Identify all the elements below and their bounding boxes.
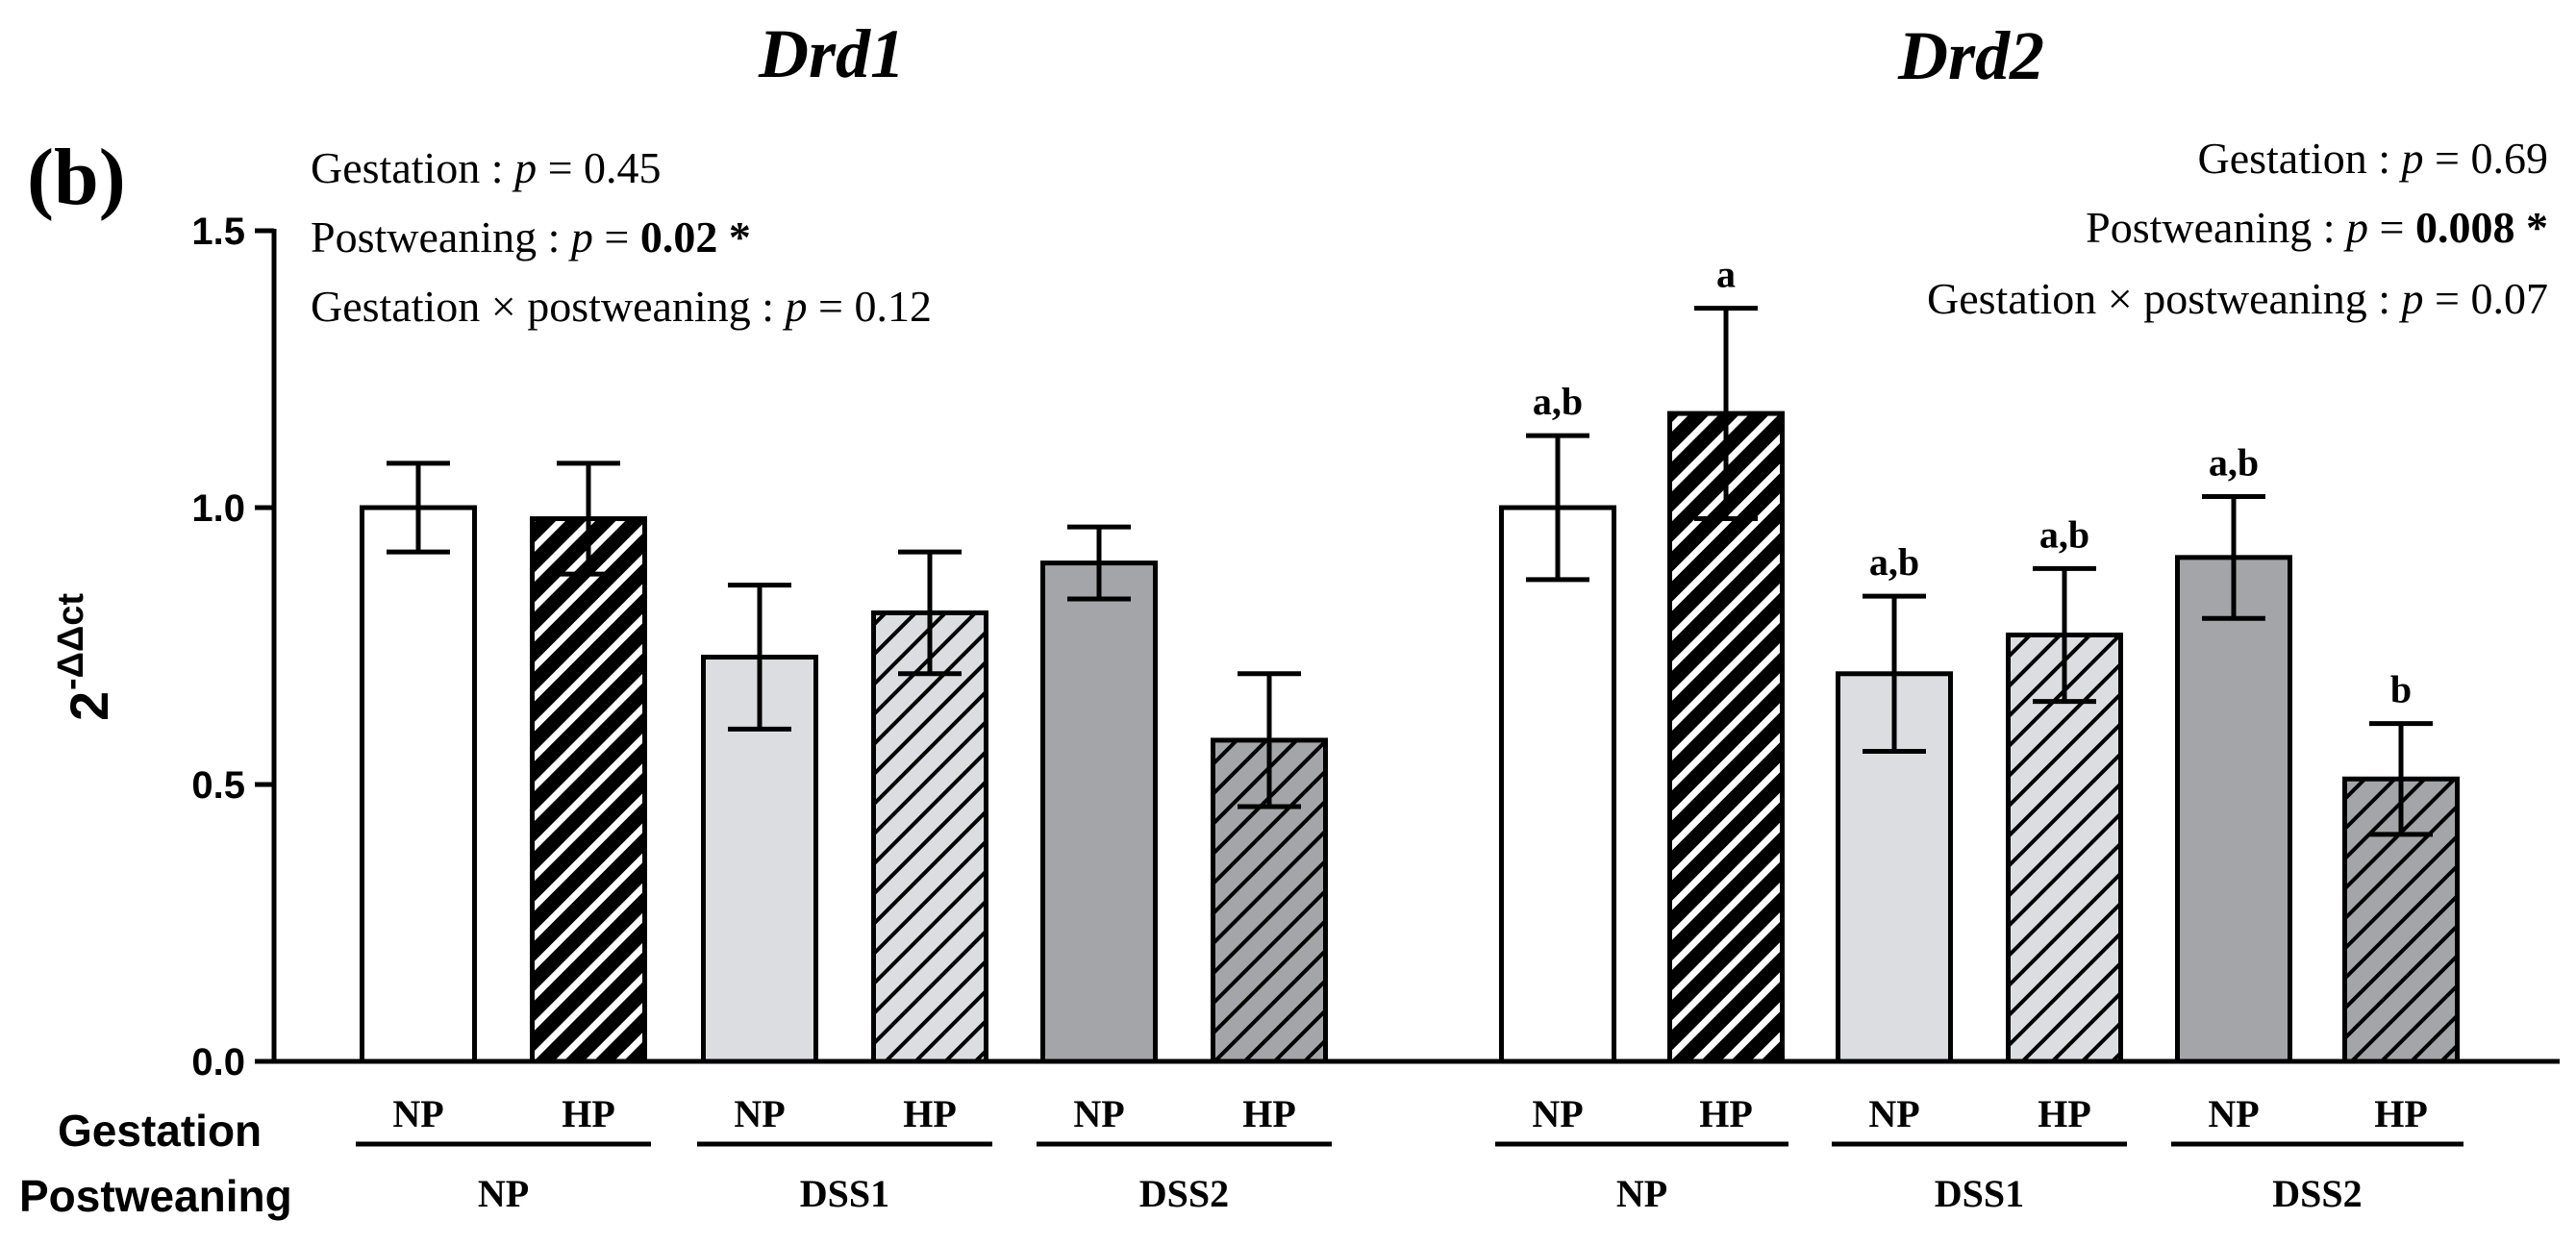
postweaning-label-dss2: DSS2 (2272, 1172, 2362, 1215)
drd1-stat-interaction: Gestation × postweaning : p = 0.12 (311, 282, 932, 331)
drd1-bar-np-np (360, 505, 477, 1064)
gestation-label-np: NP (1532, 1092, 1583, 1135)
drd1-stat-postweaning: Postweaning : p = 0.02 * (311, 212, 751, 261)
panel-label: (b) (27, 133, 126, 222)
postweaning-label-np: NP (478, 1172, 529, 1215)
gestation-label-hp: HP (1242, 1092, 1296, 1135)
drd1-stat-postweaning-label: Postweaning : (311, 212, 571, 261)
drd2-stat-postweaning-label: Postweaning : (2086, 203, 2346, 252)
drd1-stat-interaction-p: p (783, 282, 808, 331)
drd2-stat-interaction: Gestation × postweaning : p = 0.07 (1927, 274, 2548, 323)
drd2-stat-postweaning: Postweaning : p = 0.008 * (2086, 203, 2548, 252)
row-label-postweaning: Postweaning (19, 1171, 292, 1221)
drd2-stat-interaction-label: Gestation × postweaning : (1927, 274, 2402, 323)
drd2-stat-postweaning-value: 0.008 (2415, 203, 2515, 252)
drd2-stat-gestation-eq: = (2424, 134, 2471, 183)
drd2-bar-hp-dss1 (2006, 632, 2123, 1064)
drd2-significance-letter: a (1716, 253, 1736, 296)
gestation-label-hp: HP (562, 1092, 615, 1135)
drd1-stat-postweaning-eq: = (593, 212, 640, 261)
postweaning-label-np: NP (1616, 1172, 1667, 1215)
gestation-label-hp: HP (903, 1092, 957, 1135)
drd2-stat-postweaning-star: * (2515, 203, 2549, 252)
gestation-label-hp: HP (2374, 1092, 2428, 1135)
row-label-gestation: Gestation (58, 1106, 262, 1156)
bars-layer: a,b a a,b a,b a,b b (360, 253, 2460, 1064)
y-ticks: 0.0 0.5 1.0 1.5 (191, 211, 274, 1083)
y-tick-label: 0.5 (191, 764, 245, 807)
drd1-stat-gestation-eq: = (537, 143, 584, 192)
y-tick-label: 0.0 (191, 1041, 245, 1083)
drd1-stat-interaction-eq: = (808, 282, 855, 331)
drd1-stat-postweaning-p: p (568, 212, 593, 261)
gestation-label-np: NP (1073, 1092, 1124, 1135)
drd2-significance-letter: b (2390, 668, 2412, 711)
drd2-stat-interaction-p: p (2399, 274, 2424, 323)
drd2-significance-letter: a,b (1869, 540, 1919, 584)
y-axis-label: 2 -ΔΔct (51, 593, 119, 721)
drd2-stat-gestation-value: 0.69 (2471, 134, 2549, 183)
gestation-label-np: NP (392, 1092, 443, 1135)
x-labels-layer: NP HP NP NP HP DSS1 NP HP DSS2 NP HP NP NP HP DSS1 NP HP… (356, 1092, 2463, 1215)
postweaning-label-dss1: DSS1 (800, 1172, 889, 1215)
postweaning-label-dss2: DSS2 (1139, 1172, 1229, 1215)
drd2-significance-letter: a,b (1533, 380, 1583, 423)
drd2-significance-letter: a,b (2209, 440, 2259, 484)
drd1-stat-interaction-value: 0.12 (855, 282, 933, 331)
drd1-bar-np-dss2 (1040, 560, 1158, 1064)
y-tick-label: 1.5 (191, 211, 245, 253)
drd1-bar-hp-dss1 (871, 610, 988, 1064)
drd2-significance-letter: a,b (2039, 512, 2089, 556)
drd1-stat-gestation-label: Gestation : (311, 143, 514, 192)
drd2-stat-interaction-eq: = (2424, 274, 2471, 323)
drd1-stat-gestation-value: 0.45 (584, 143, 662, 192)
drd2-stat-gestation-label: Gestation : (2197, 134, 2401, 183)
y-axis-label-exponent: -ΔΔct (51, 593, 91, 690)
drd2-stat-interaction-value: 0.07 (2471, 274, 2549, 323)
chart-title-drd2: Drd2 (1897, 17, 2044, 94)
drd1-stat-postweaning-star: * (717, 212, 751, 261)
drd1-stat-interaction-label: Gestation × postweaning : (311, 282, 786, 331)
drd1-bar-hp-np (530, 516, 647, 1064)
drd1-stat-gestation: Gestation : p = 0.45 (311, 143, 662, 192)
gestation-label-np: NP (734, 1092, 785, 1135)
y-tick-label: 1.0 (191, 487, 245, 530)
gestation-label-hp: HP (2038, 1092, 2091, 1135)
y-axis-label-base: 2 (59, 691, 119, 721)
drd2-bar-hp-np (1667, 411, 1785, 1064)
drd2-stat-gestation-p: p (2399, 134, 2424, 183)
drd2-stat-gestation: Gestation : p = 0.69 (2197, 134, 2548, 183)
gestation-label-np: NP (2208, 1092, 2259, 1135)
gestation-label-hp: HP (1699, 1092, 1753, 1135)
drd2-bar-np-np (1499, 505, 1616, 1064)
drd2-stat-postweaning-p: p (2343, 203, 2368, 252)
chart-title-drd1: Drd1 (758, 15, 905, 92)
drd1-stat-gestation-p: p (512, 143, 537, 192)
postweaning-label-dss1: DSS1 (1935, 1172, 2024, 1215)
gestation-label-np: NP (1868, 1092, 1919, 1135)
drd2-bar-np-dss2 (2175, 555, 2292, 1064)
drd2-stat-postweaning-eq: = (2368, 203, 2415, 252)
drd1-stat-postweaning-value: 0.02 (640, 212, 718, 261)
